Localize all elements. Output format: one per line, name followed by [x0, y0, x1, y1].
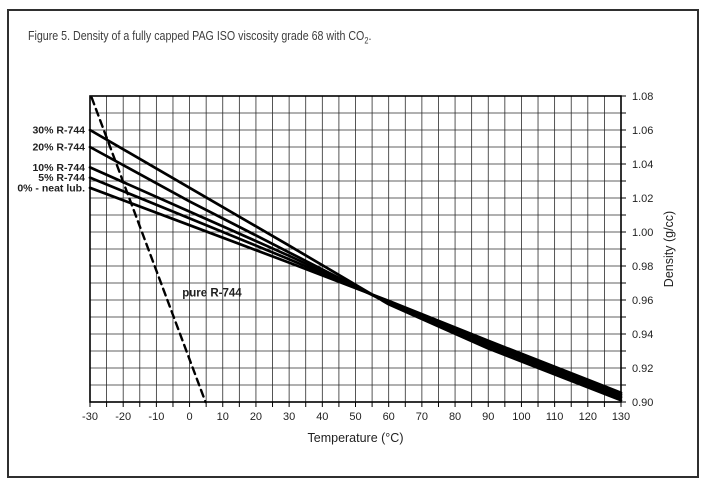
x-tick-label: 60	[383, 411, 395, 423]
y-axis: 0.90 0.92 0.94 0.96 0.98 1.00 1.02 1.04 1.06 1.08	[621, 91, 653, 409]
series-label-30-r-744: 30% R-744	[32, 125, 85, 137]
x-tick-label: 80	[449, 411, 461, 423]
y-axis-title: Density (g/cc)	[662, 211, 676, 287]
y-tick-label: 0.94	[632, 329, 653, 341]
series-label-0-neat-lub: 0% - neat lub.	[17, 182, 85, 194]
grid	[89, 95, 622, 403]
x-tick-label: -20	[115, 411, 131, 423]
series-line-pure-r-744	[90, 96, 207, 404]
x-tick-label: 30	[283, 411, 295, 423]
y-tick-label: 0.90	[632, 397, 653, 409]
x-axis: -30 -20 -10 0 10 20 30 40 50 60 70 80 90 100 110 120 130	[82, 402, 630, 423]
y-tick-label: 0.92	[632, 363, 653, 375]
y-tick-label: 0.96	[632, 295, 653, 307]
x-tick-label: -10	[148, 411, 164, 423]
y-tick-label: 1.02	[632, 193, 653, 205]
y-tick-label: 1.08	[632, 91, 653, 103]
x-tick-label: -30	[82, 411, 98, 423]
annotation-pure-r-744: pure R-744	[182, 287, 242, 299]
x-tick-label: 120	[579, 411, 597, 423]
figure-caption: Figure 5. Density of a fully capped PAG …	[28, 28, 371, 46]
x-tick-label: 90	[482, 411, 494, 423]
series-label-20-r-744: 20% R-744	[32, 142, 85, 154]
y-tick-label: 1.00	[632, 227, 653, 239]
x-tick-label: 50	[349, 411, 361, 423]
figure-frame	[7, 9, 699, 478]
x-axis-title: Temperature (°C)	[308, 431, 404, 445]
x-tick-label: 100	[512, 411, 530, 423]
y-tick-label: 1.04	[632, 159, 653, 171]
x-tick-label: 10	[217, 411, 229, 423]
caption-period: .	[368, 28, 372, 43]
x-tick-label: 20	[250, 411, 262, 423]
x-tick-label: 40	[316, 411, 328, 423]
x-tick-label: 130	[612, 411, 630, 423]
x-tick-label: 110	[546, 411, 564, 423]
x-tick-label: 0	[187, 411, 193, 423]
y-tick-label: 0.98	[632, 261, 653, 273]
x-tick-label: 70	[416, 411, 428, 423]
caption-text: Figure 5. Density of a fully capped PAG …	[28, 28, 365, 43]
series-line-30-r-744	[88, 128, 623, 402]
caption-subscript: 2	[364, 35, 369, 46]
series-line-0-neat-lub	[88, 186, 623, 395]
y-tick-label: 1.06	[632, 125, 653, 137]
series-label-10-r-744: 10% R-744	[32, 162, 85, 174]
series-label-5-r-744: 5% R-744	[38, 172, 85, 184]
